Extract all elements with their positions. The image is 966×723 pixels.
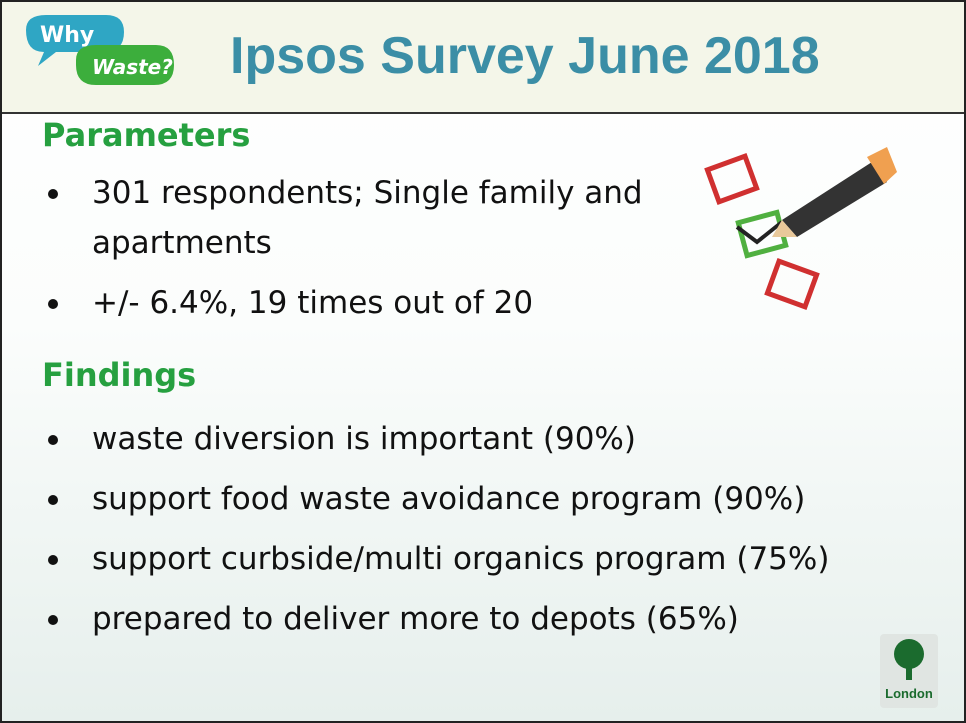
bullet-list: waste diversion is important (90%) suppo… xyxy=(42,414,942,654)
bullet: waste diversion is important (90%) xyxy=(42,414,942,464)
bullet: prepared to deliver more to depots (65%) xyxy=(42,594,942,644)
bullet: +/- 6.4%, 19 times out of 20 xyxy=(42,278,722,328)
checklist-illustration xyxy=(702,142,902,322)
header: Why Waste? Ipsos Survey June 2018 xyxy=(2,2,964,114)
logo-waste: Waste? xyxy=(92,55,173,79)
bullet: support food waste avoidance program (90… xyxy=(42,474,942,524)
bullet-list: 301 respondents; Single family and apart… xyxy=(42,168,722,338)
slide: Why Waste? Ipsos Survey June 2018 Parame… xyxy=(0,0,966,723)
bullet: support curbside/multi organics program … xyxy=(42,534,852,584)
tree-icon xyxy=(880,634,938,686)
london-text: London xyxy=(880,686,938,701)
london-logo: London xyxy=(880,634,938,708)
why-waste-logo: Why Waste? xyxy=(16,10,186,110)
logo-why: Why xyxy=(40,23,94,48)
section-heading: Parameters xyxy=(42,116,250,154)
section-heading: Findings xyxy=(42,356,196,394)
bullet: 301 respondents; Single family and apart… xyxy=(42,168,722,268)
title: Ipsos Survey June 2018 xyxy=(230,26,820,86)
